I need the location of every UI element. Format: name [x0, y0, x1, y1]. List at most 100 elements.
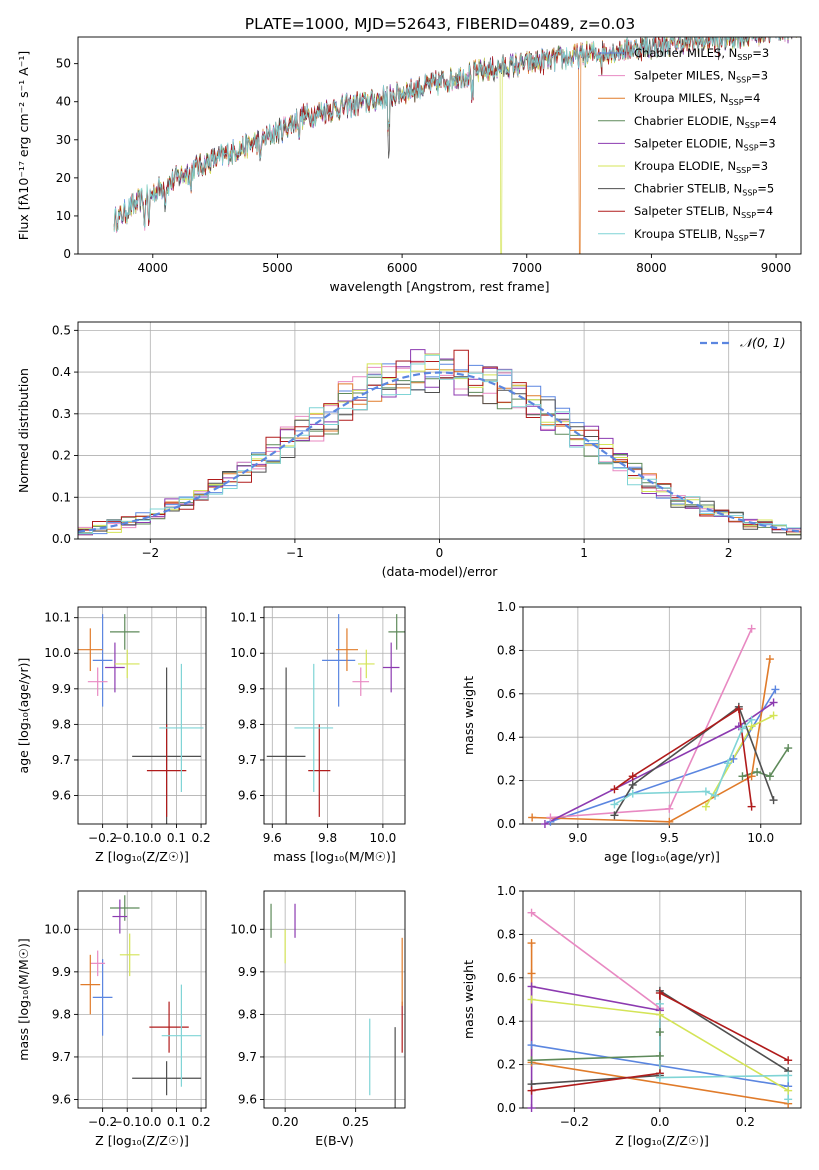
y-axis-label: age [log₁₀(age/yr)]: [16, 658, 31, 774]
plot-area: [80, 895, 202, 1096]
x-tick-label: −2: [141, 546, 159, 560]
y-tick-label: 0.2: [497, 774, 516, 788]
y-tick-label: 0.4: [497, 1014, 516, 1028]
y-tick-label: 9.9: [238, 682, 257, 696]
x-tick-label: 7000: [511, 261, 542, 275]
y-tick-label: 10: [56, 209, 71, 223]
weight-line-salpeter-stelib: [613, 707, 753, 807]
y-tick-label: 9.8: [52, 1007, 71, 1021]
x-tick-label: 4000: [138, 261, 169, 275]
legend: Chabrier MILES, NSSP=3 Salpeter MILES, NS…: [598, 46, 777, 243]
x-axis-label: Z [log₁₀(Z/Z☉)]: [615, 1133, 709, 1148]
y-tick-label: 40: [56, 95, 71, 109]
y-axis-label: mass weight: [461, 676, 476, 755]
weight-line-kroupa-miles: [532, 658, 771, 823]
legend-entry: 𝒩(0, 1): [740, 335, 786, 350]
y-axis-label: Flux [fλ10⁻¹⁷ erg cm⁻² s⁻¹ A⁻¹]: [16, 51, 31, 240]
y-tick-label: 10.0: [230, 922, 257, 936]
spectrum-line-kroupa-stelib: [113, 37, 799, 233]
y-tick-label: 0.8: [497, 643, 516, 657]
weight-line-salpeter-miles: [531, 912, 661, 1009]
legend-entry: Chabrier MILES, NSSP=3: [634, 46, 769, 62]
y-tick-label: 10.1: [44, 611, 71, 625]
histogram-step-kroupa-stelib: [78, 354, 801, 535]
plot-area: [78, 614, 204, 824]
plot-area: [78, 349, 801, 536]
x-tick-label: −0.2: [88, 831, 117, 845]
y-tick-label: 9.7: [52, 753, 71, 767]
y-tick-label: 0.5: [52, 323, 71, 337]
legend-entry: Chabrier ELODIE, NSSP=4: [634, 114, 777, 130]
axes-frame: [263, 890, 406, 1109]
y-tick-label: 0.2: [52, 449, 71, 463]
y-tick-label: 0.6: [497, 971, 516, 985]
x-tick-label: −0.2: [560, 1115, 589, 1129]
x-tick-label: 8000: [636, 261, 667, 275]
y-tick-label: 0.4: [497, 730, 516, 744]
y-tick-label: 10.0: [44, 646, 71, 660]
y-axis-label: mass [log₁₀(M/M☉)]: [16, 938, 31, 1060]
x-tick-label: 9.5: [660, 831, 679, 845]
y-tick-label: 9.6: [238, 1092, 257, 1106]
y-axis-label: Normed distribution: [16, 368, 31, 493]
weight-line-salpeter-elodie: [530, 985, 661, 1108]
x-tick-label: 0.0: [142, 831, 161, 845]
y-axis-label: mass weight: [461, 960, 476, 1039]
y-tick-label: 9.7: [52, 1050, 71, 1064]
x-tick-label: 9000: [761, 261, 792, 275]
x-tick-label: 6000: [387, 261, 418, 275]
panel-mass-weight-vs-age: 9.0 9.5 10.0 0.0 0.2 0.4 0.6 0.8 1.0 age [log₁₀(a…: [461, 600, 802, 864]
x-axis-label: age [log₁₀(age/yr)]: [604, 849, 720, 864]
panel-mass-weight-vs-Z: −0.2 0.0 0.2 0.0 0.2 0.4 0.6 0.8 1.0 Z [log₁₀(Z/Z…: [461, 884, 802, 1148]
panel-spectrum: 4000 5000 6000 7000 8000 9000 0 10 20 30 40 50 wavel…: [16, 36, 802, 294]
y-tick-label: 10.1: [230, 611, 257, 625]
y-tick-label: 0.1: [52, 490, 71, 504]
y-tick-label: 1.0: [497, 600, 516, 614]
y-tick-label: 9.7: [238, 753, 257, 767]
plot-area: [270, 903, 403, 1108]
y-tick-label: 9.9: [52, 682, 71, 696]
legend-entry: Salpeter MILES, NSSP=3: [634, 69, 768, 85]
panel-age-vs-mass: 9.6 9.8 10.0 9.6 9.7 9.8 9.9 10.0 10.1 mass [log₁…: [230, 606, 406, 864]
y-tick-label: 9.8: [52, 717, 71, 731]
panel-residuals: −2 −1 0 1 2 0.0 0.1 0.2 0.3 0.4 0.5 (data-model)/er…: [16, 321, 802, 579]
y-tick-label: 0.0: [497, 817, 516, 831]
legend-entry: Kroupa ELODIE, NSSP=3: [634, 159, 768, 175]
y-tick-label: 9.6: [52, 789, 71, 803]
x-tick-label: 0.0: [650, 1115, 669, 1129]
x-axis-label: mass [log₁₀(M/M☉)]: [273, 849, 395, 864]
y-tick-label: 9.8: [238, 717, 257, 731]
figure-title: PLATE=1000, MJD=52643, FIBERID=0489, z=0…: [245, 15, 635, 33]
x-tick-label: 0.1: [167, 831, 186, 845]
y-tick-label: 0.0: [497, 1101, 516, 1115]
x-tick-label: 0.25: [342, 1115, 369, 1129]
y-tick-label: 0.2: [497, 1058, 516, 1072]
y-tick-label: 50: [56, 57, 71, 71]
y-tick-label: 1.0: [497, 884, 516, 898]
y-tick-label: 9.8: [238, 1007, 257, 1021]
x-tick-label: 0.2: [192, 1115, 211, 1129]
legend-entry: Kroupa STELIB, NSSP=7: [634, 227, 765, 243]
x-tick-label: 9.8: [318, 831, 337, 845]
weight-line-chabrier-stelib: [613, 705, 775, 816]
x-axis-label: wavelength [Angstrom, rest frame]: [329, 279, 549, 294]
x-tick-label: 0.20: [272, 1115, 299, 1129]
weight-line-salpeter-elodie: [544, 701, 775, 824]
legend-entry: Salpeter ELODIE, NSSP=3: [634, 136, 776, 152]
y-tick-label: 20: [56, 171, 71, 185]
axes-frame: [77, 890, 207, 1109]
y-tick-label: 0: [63, 247, 71, 261]
x-tick-label: 2: [725, 546, 733, 560]
y-tick-label: 0.8: [497, 927, 516, 941]
x-tick-label: 9.6: [263, 831, 282, 845]
x-tick-label: −0.1: [113, 831, 142, 845]
x-axis-label: Z [log₁₀(Z/Z☉)]: [95, 849, 189, 864]
y-tick-label: 9.9: [238, 965, 257, 979]
legend-entry: Chabrier STELIB, NSSP=5: [634, 182, 774, 198]
plot-area: [266, 614, 405, 824]
y-tick-label: 0.0: [52, 532, 71, 546]
axes-frame: [263, 606, 406, 825]
x-tick-label: 0.2: [736, 1115, 755, 1129]
x-axis-label: E(B-V): [315, 1133, 354, 1148]
